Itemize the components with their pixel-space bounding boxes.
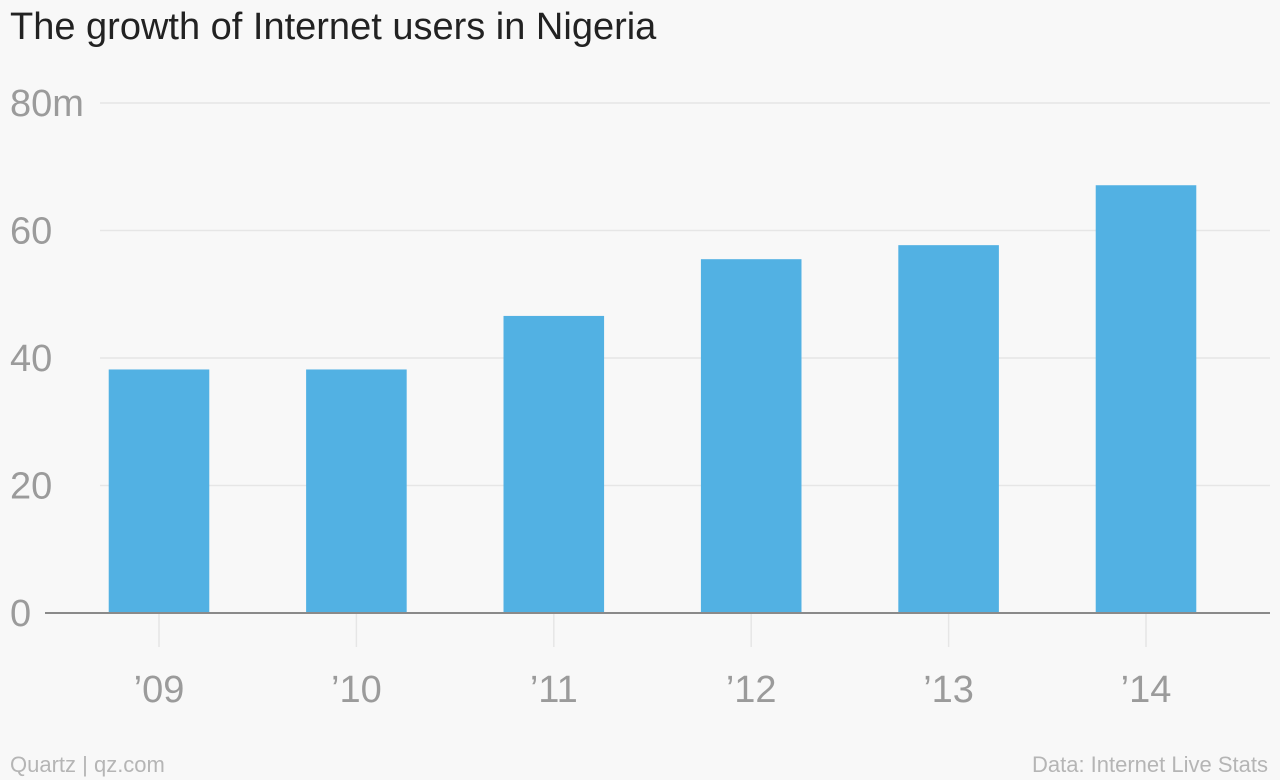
y-tick-label: 60 <box>10 211 52 253</box>
y-tick-label: 40 <box>10 338 52 380</box>
bar-5 <box>898 245 999 613</box>
bar-3 <box>503 315 605 613</box>
bar-6 <box>1095 185 1197 614</box>
x-tick-label: ’14 <box>1121 669 1172 711</box>
bar-1 <box>108 369 210 613</box>
data-source: Data: Internet Live Stats <box>1031 752 1268 777</box>
y-tick-label: 20 <box>10 466 52 508</box>
y-tick-label: 80m <box>10 83 84 125</box>
x-tick-label: ’13 <box>923 669 974 711</box>
source-credit: Quartz | qz.com <box>10 752 165 777</box>
x-tick-label: ’09 <box>134 669 185 711</box>
x-tick-label: ’10 <box>331 669 382 711</box>
bar-4 <box>700 259 802 613</box>
y-tick-label: 0 <box>10 593 31 635</box>
bar-2 <box>306 369 407 613</box>
chart-title: The growth of Internet users in Nigeria <box>10 6 657 48</box>
x-tick-label: ’12 <box>726 669 777 711</box>
x-tick-label: ’11 <box>530 669 578 711</box>
